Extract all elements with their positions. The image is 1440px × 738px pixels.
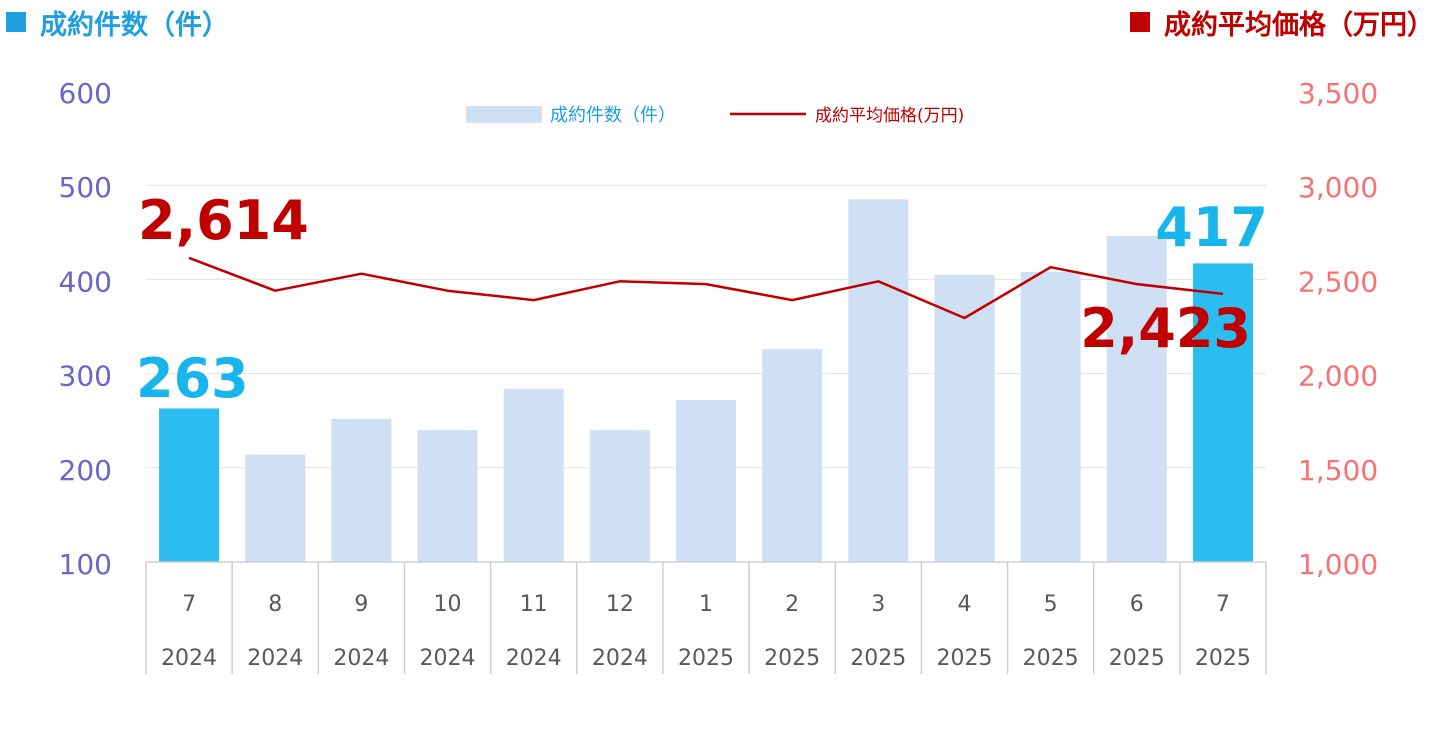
month-label: 11: [520, 592, 548, 617]
month-label: 6: [1130, 592, 1144, 617]
month-label: 7: [1216, 592, 1230, 617]
left-axis-header: 成約件数（件）: [6, 0, 229, 44]
right-tick-label: 1,500: [1298, 454, 1378, 487]
bar: [331, 418, 392, 562]
left-tick-label: 300: [59, 360, 112, 393]
left-header-label: 成約件数（件）: [40, 9, 229, 41]
legend-bar-label: 成約件数（件）: [550, 105, 676, 126]
bar: [503, 388, 564, 562]
left-tick-label: 200: [59, 454, 112, 487]
right-header-square-icon: [1130, 12, 1150, 32]
month-label: 10: [434, 592, 462, 617]
bar: [762, 349, 823, 562]
year-label: 2025: [1109, 646, 1165, 671]
left-tick-label: 600: [59, 77, 112, 110]
legend-bar-swatch: [466, 106, 542, 123]
month-label: 3: [871, 592, 885, 617]
bar: [848, 199, 909, 562]
price-callout-last: 2,423: [1080, 297, 1251, 360]
year-label: 2025: [764, 646, 820, 671]
right-tick-label: 2,500: [1298, 265, 1378, 298]
legend-line-label: 成約平均価格(万円): [815, 106, 964, 126]
bar: [589, 430, 650, 562]
year-label: 2024: [506, 646, 562, 671]
category-axis: 7 2024 8 2024 9 2024 10 2024 11 2024 12 2024 1 2025 2 2…: [145, 561, 1267, 674]
year-label: 2024: [333, 646, 389, 671]
callouts: 2,614 263 417 2,423: [136, 189, 1268, 410]
bar: [159, 408, 220, 562]
month-label: 9: [354, 592, 368, 617]
count-callout-last: 417: [1155, 196, 1268, 259]
bar: [1106, 236, 1167, 562]
bar: [934, 274, 995, 562]
year-label: 2025: [678, 646, 734, 671]
year-label: 2024: [592, 646, 648, 671]
right-tick-label: 1,000: [1298, 548, 1378, 581]
price-line: [188, 256, 1224, 320]
month-label: 4: [957, 592, 971, 617]
month-label: 12: [606, 592, 634, 617]
year-label: 2024: [247, 646, 303, 671]
left-header-square-icon: [6, 12, 26, 32]
month-label: 1: [699, 592, 713, 617]
year-label: 2024: [161, 646, 217, 671]
bar: [1192, 263, 1253, 562]
count-callout-first: 263: [136, 347, 249, 410]
bar: [417, 430, 478, 562]
right-header-label: 成約平均価格（万円）: [1164, 9, 1434, 41]
year-label: 2025: [1195, 646, 1251, 671]
year-label: 2024: [420, 646, 476, 671]
month-label: 2: [785, 592, 799, 617]
right-axis-header: 成約平均価格（万円）: [1130, 0, 1434, 44]
left-tick-label: 400: [59, 265, 112, 298]
price-callout-first: 2,614: [138, 189, 309, 252]
line-series: [188, 256, 1224, 320]
month-label: 7: [182, 592, 196, 617]
legend: 成約件数（件） 成約平均価格(万円): [466, 105, 964, 126]
year-label: 2025: [1023, 646, 1079, 671]
bar: [245, 454, 306, 562]
right-tick-label: 2,000: [1298, 360, 1378, 393]
axes: 100 200 300 400 500 600 1,000 1,500 2,000 2,500 3,…: [59, 77, 1379, 581]
left-tick-label: 500: [59, 171, 112, 204]
month-label: 5: [1044, 592, 1058, 617]
left-tick-label: 100: [59, 548, 112, 581]
bar: [676, 399, 736, 562]
bar: [1020, 271, 1081, 562]
year-label: 2025: [936, 646, 992, 671]
right-tick-label: 3,000: [1298, 171, 1378, 204]
month-label: 8: [268, 592, 282, 617]
bar-series: [159, 199, 1253, 562]
year-label: 2025: [850, 646, 906, 671]
right-tick-label: 3,500: [1298, 77, 1378, 110]
